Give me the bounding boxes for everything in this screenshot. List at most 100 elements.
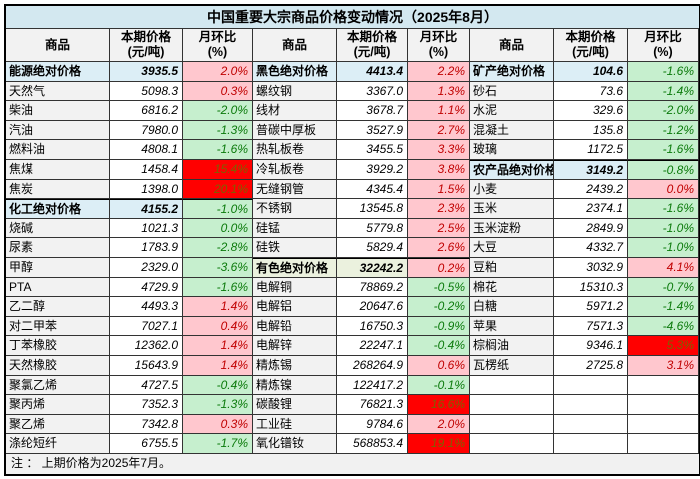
commodity-name-cell: 玻璃 bbox=[470, 140, 554, 160]
commodity-name-cell: PTA bbox=[6, 277, 110, 298]
commodity-name-cell: 不锈钢 bbox=[253, 199, 337, 219]
mom-change-cell: 2.6% bbox=[408, 238, 470, 258]
col-header-mom-line1: 月环比 bbox=[644, 30, 682, 44]
current-price-cell: 3929.2 bbox=[337, 159, 408, 180]
current-price-cell: 9346.1 bbox=[554, 336, 628, 356]
mom-change-cell: -1.4% bbox=[628, 297, 699, 317]
current-price-cell bbox=[554, 375, 628, 396]
current-price-cell: 7342.8 bbox=[110, 414, 183, 435]
mom-change-cell: 2.0% bbox=[408, 414, 470, 435]
current-price-cell: 16750.3 bbox=[337, 316, 408, 337]
current-price-cell: 6755.5 bbox=[110, 434, 183, 454]
mom-change-cell: 3.3% bbox=[408, 140, 470, 160]
table-title: 中国重要大宗商品价格变动情况（2025年8月） bbox=[6, 6, 699, 29]
mom-change-cell: 1.4% bbox=[183, 297, 253, 317]
commodity-name-cell: 线材 bbox=[253, 101, 337, 121]
commodity-name-cell: 大豆 bbox=[470, 238, 554, 258]
mom-change-cell: 0.6% bbox=[408, 355, 470, 376]
mom-change-cell: -0.1% bbox=[408, 375, 470, 396]
current-price-cell: 3678.7 bbox=[337, 101, 408, 121]
mom-change-cell: 3.8% bbox=[408, 159, 470, 180]
current-price-cell: 7980.0 bbox=[110, 120, 183, 141]
current-price-cell: 1458.4 bbox=[110, 159, 183, 180]
commodity-name-cell bbox=[470, 395, 554, 415]
col-header-mom-3: 月环比 (%) bbox=[628, 29, 699, 62]
col-header-commodity-3: 商品 bbox=[470, 29, 554, 62]
commodity-name-cell: 焦煤 bbox=[6, 159, 110, 180]
mom-change-cell: 0.3% bbox=[183, 81, 253, 102]
mom-change-cell: -4.6% bbox=[628, 316, 699, 337]
commodity-name-cell: 燃料油 bbox=[6, 140, 110, 160]
mom-change-cell: -1.0% bbox=[183, 199, 253, 219]
current-price-cell: 15643.9 bbox=[110, 355, 183, 376]
mom-change-cell: -0.8% bbox=[628, 159, 699, 180]
mom-change-cell: 16.6% bbox=[408, 395, 470, 415]
commodity-name-cell: 普碳中厚板 bbox=[253, 120, 337, 141]
commodity-name-cell: 乙二醇 bbox=[6, 297, 110, 317]
col-header-commodity-2: 商品 bbox=[253, 29, 337, 62]
commodity-name-cell: 工业硅 bbox=[253, 414, 337, 435]
commodity-name-cell: 尿素 bbox=[6, 238, 110, 258]
commodity-name-cell: 砂石 bbox=[470, 81, 554, 102]
current-price-cell: 7027.1 bbox=[110, 316, 183, 337]
mom-change-cell: -0.7% bbox=[628, 277, 699, 298]
commodity-name-cell: 精炼镍 bbox=[253, 375, 337, 396]
col-header-commodity-1: 商品 bbox=[6, 29, 110, 62]
current-price-cell: 73.6 bbox=[554, 81, 628, 102]
current-price-cell: 4493.3 bbox=[110, 297, 183, 317]
col-header-price-2: 本期价格 (元/吨) bbox=[337, 29, 408, 62]
commodity-name-cell: 能源绝对价格 bbox=[6, 62, 110, 82]
commodity-name-cell: 涤纶短纤 bbox=[6, 434, 110, 454]
commodity-price-table: 中国重要大宗商品价格变动情况（2025年8月） 商品 本期价格 (元/吨) 月环… bbox=[4, 4, 700, 476]
col-header-price-line2: (元/吨) bbox=[353, 45, 391, 59]
commodity-name-cell: 电解铜 bbox=[253, 277, 337, 298]
commodity-name-cell: 汽油 bbox=[6, 120, 110, 141]
mom-change-cell: -1.3% bbox=[183, 395, 253, 415]
current-price-cell: 568853.4 bbox=[337, 434, 408, 454]
mom-change-cell: -3.6% bbox=[183, 257, 253, 278]
col-header-mom-line1: 月环比 bbox=[419, 30, 458, 44]
col-header-price-line1: 本期价格 bbox=[565, 30, 616, 44]
commodity-name-cell: 冷轧板卷 bbox=[253, 159, 337, 180]
current-price-cell: 5098.3 bbox=[110, 81, 183, 102]
current-price-cell: 3935.5 bbox=[110, 62, 183, 82]
mom-change-cell: 1.4% bbox=[183, 355, 253, 376]
commodity-name-cell: 黑色绝对价格 bbox=[253, 62, 337, 82]
commodity-name-cell: 聚丙烯 bbox=[6, 395, 110, 415]
commodity-name-cell: 天然气 bbox=[6, 81, 110, 102]
current-price-cell: 32242.2 bbox=[337, 257, 408, 278]
commodity-name-cell: 热轧板卷 bbox=[253, 140, 337, 160]
mom-change-cell: 0.0% bbox=[183, 218, 253, 239]
current-price-cell: 2725.8 bbox=[554, 355, 628, 376]
mom-change-cell: -1.2% bbox=[628, 120, 699, 141]
commodity-name-cell: 甲醇 bbox=[6, 257, 110, 278]
current-price-cell: 1398.0 bbox=[110, 179, 183, 200]
mom-change-cell: 19.1% bbox=[408, 434, 470, 454]
commodity-name-cell: 棕榈油 bbox=[470, 336, 554, 356]
col-header-price-3: 本期价格 (元/吨) bbox=[554, 29, 628, 62]
commodity-name-cell: 无缝钢管 bbox=[253, 179, 337, 200]
footnote: 注 ： 上期价格为2025年7月。 bbox=[6, 453, 699, 474]
commodity-name-cell: 玉米 bbox=[470, 199, 554, 219]
commodity-name-cell: 玉米淀粉 bbox=[470, 218, 554, 239]
current-price-cell bbox=[554, 414, 628, 435]
mom-change-cell: -0.2% bbox=[408, 297, 470, 317]
commodity-name-cell: 焦炭 bbox=[6, 179, 110, 200]
commodity-name-cell: 丁苯橡胶 bbox=[6, 336, 110, 356]
mom-change-cell: 15.4% bbox=[183, 159, 253, 180]
current-price-cell: 12362.0 bbox=[110, 336, 183, 356]
mom-change-cell: -1.7% bbox=[183, 434, 253, 454]
mom-change-cell: 0.2% bbox=[408, 257, 470, 278]
commodity-name-cell: 苹果 bbox=[470, 316, 554, 337]
current-price-cell: 268264.9 bbox=[337, 355, 408, 376]
col-header-mom-line2: (%) bbox=[428, 45, 449, 59]
current-price-cell: 5829.4 bbox=[337, 238, 408, 258]
current-price-cell: 9784.6 bbox=[337, 414, 408, 435]
commodity-name-cell: 电解锌 bbox=[253, 336, 337, 356]
mom-change-cell: 5.3% bbox=[628, 336, 699, 356]
commodity-name-cell: 白糖 bbox=[470, 297, 554, 317]
mom-change-cell: 2.0% bbox=[183, 62, 253, 82]
col-header-mom-line2: (%) bbox=[653, 45, 673, 59]
mom-change-cell: 0.4% bbox=[183, 316, 253, 337]
